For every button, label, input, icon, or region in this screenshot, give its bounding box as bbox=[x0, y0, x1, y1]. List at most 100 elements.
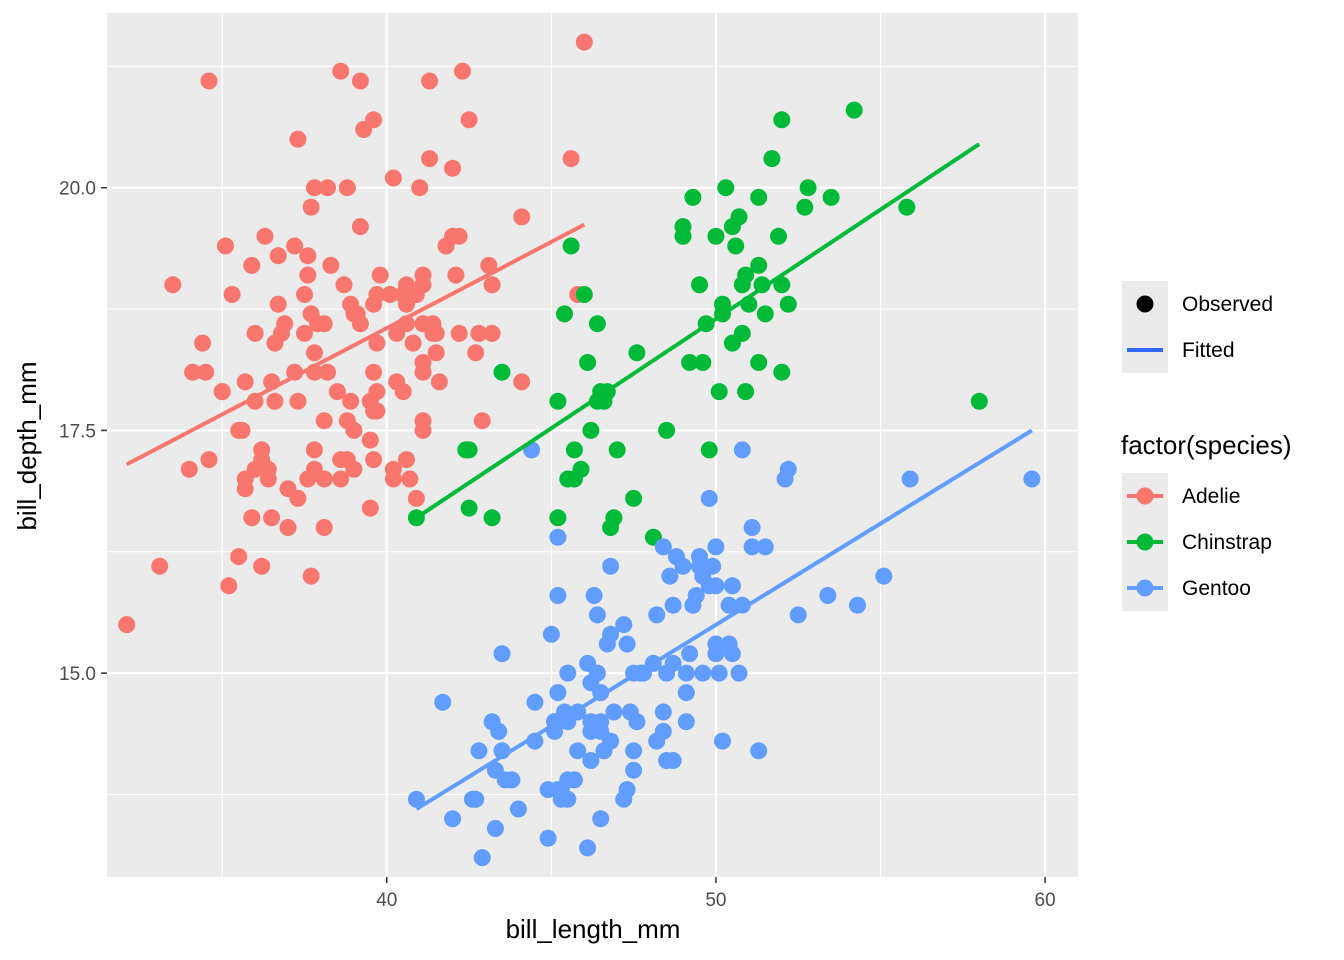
adelie-point bbox=[302, 567, 320, 585]
adelie-point bbox=[319, 363, 336, 381]
gentoo-point bbox=[681, 645, 699, 663]
adelie-point bbox=[407, 489, 425, 507]
adelie-point bbox=[447, 266, 465, 284]
adelie-point bbox=[118, 616, 136, 634]
adelie-point bbox=[332, 470, 350, 488]
adelie-point bbox=[299, 247, 317, 265]
y-tick-label: 17.5 bbox=[59, 421, 96, 442]
gentoo-point bbox=[720, 596, 738, 614]
data-points bbox=[118, 33, 1041, 867]
chinstrap-point bbox=[658, 421, 676, 439]
adelie-point bbox=[473, 412, 491, 430]
panel-background bbox=[107, 13, 1078, 877]
fitted-legend-label: Fitted bbox=[1182, 339, 1235, 362]
gentoo-point bbox=[733, 441, 751, 459]
adelie-point bbox=[444, 159, 462, 177]
adelie-point bbox=[384, 169, 402, 187]
adelie-point bbox=[223, 286, 241, 303]
gentoo-point bbox=[691, 557, 708, 575]
gentoo-point bbox=[658, 752, 676, 769]
chinstrap-point bbox=[565, 441, 583, 459]
adelie-point bbox=[332, 451, 350, 469]
chinstrap-point bbox=[681, 354, 699, 371]
adelie-point bbox=[243, 509, 261, 527]
adelie-point bbox=[315, 412, 333, 430]
adelie-point bbox=[394, 383, 412, 401]
gentoo-point bbox=[592, 810, 610, 828]
gentoo-legend-point-key bbox=[1136, 579, 1154, 597]
chinstrap-point bbox=[579, 354, 597, 371]
adelie-point bbox=[332, 62, 350, 80]
adelie-point bbox=[217, 237, 234, 255]
gentoo-point bbox=[704, 557, 722, 575]
gentoo-point bbox=[654, 722, 672, 740]
gentoo-point bbox=[602, 732, 620, 750]
adelie-point bbox=[305, 344, 323, 362]
gentoo-point bbox=[407, 790, 425, 808]
adelie-point bbox=[467, 344, 485, 362]
chinstrap-point bbox=[750, 354, 768, 371]
adelie-point bbox=[289, 392, 307, 410]
chinstrap-point bbox=[773, 111, 791, 129]
gentoo-point bbox=[694, 664, 712, 682]
x-tick-label: 60 bbox=[1035, 890, 1056, 911]
chinstrap-point bbox=[756, 305, 774, 323]
gentoo-point bbox=[602, 557, 620, 575]
adelie-point bbox=[236, 373, 254, 391]
chinstrap-legend-label: Chinstrap bbox=[1182, 531, 1272, 554]
axes: 40 50 60 15.0 17.5 20.0 bbox=[59, 179, 1056, 911]
color-legend: factor(species) Adelie Chinstrap Gentoo bbox=[1121, 430, 1292, 611]
y-tick-label: 20.0 bbox=[59, 179, 96, 200]
gentoo-point bbox=[819, 587, 837, 604]
chinstrap-point bbox=[493, 363, 511, 381]
gentoo-point bbox=[743, 538, 761, 556]
gentoo-point bbox=[654, 538, 672, 556]
chinstrap-point bbox=[898, 198, 916, 216]
adelie-point bbox=[342, 392, 360, 410]
chinstrap-point bbox=[822, 188, 840, 206]
color-legend-title: factor(species) bbox=[1121, 430, 1292, 460]
gentoo-point bbox=[549, 684, 567, 702]
chinstrap-point bbox=[575, 286, 593, 303]
adelie-point bbox=[233, 421, 251, 439]
gentoo-point bbox=[526, 693, 544, 711]
adelie-point bbox=[246, 324, 264, 342]
chinstrap-point bbox=[483, 509, 501, 527]
gentoo-point bbox=[588, 606, 606, 624]
adelie-point bbox=[361, 499, 379, 517]
adelie-point bbox=[365, 451, 383, 469]
adelie-point bbox=[368, 383, 386, 401]
adelie-fitted-line bbox=[125, 222, 586, 467]
chinstrap-point bbox=[763, 150, 781, 168]
adelie-point bbox=[197, 363, 215, 381]
adelie-point bbox=[269, 247, 287, 265]
gentoo-point bbox=[542, 625, 560, 643]
gentoo-point bbox=[539, 829, 557, 847]
gentoo-point bbox=[625, 742, 643, 760]
gentoo-point bbox=[1023, 470, 1041, 488]
adelie-point bbox=[213, 383, 231, 401]
chinstrap-legend-point-key bbox=[1136, 533, 1154, 551]
gentoo-point bbox=[434, 693, 452, 711]
gentoo-point bbox=[585, 587, 603, 604]
adelie-point bbox=[414, 363, 432, 381]
adelie-point bbox=[384, 460, 402, 478]
gentoo-point bbox=[588, 664, 606, 682]
gentoo-point bbox=[654, 703, 672, 721]
gentoo-point bbox=[661, 567, 679, 585]
adelie-point bbox=[427, 324, 445, 342]
adelie-point bbox=[246, 460, 264, 478]
adelie-point bbox=[421, 150, 439, 168]
gentoo-point bbox=[539, 781, 557, 799]
gentoo-point bbox=[730, 664, 748, 682]
adelie-point bbox=[328, 383, 346, 401]
adelie-point bbox=[430, 373, 448, 391]
observed-legend-label: Observed bbox=[1182, 293, 1273, 316]
gentoo-fitted-line bbox=[415, 428, 1033, 811]
chinstrap-point bbox=[717, 179, 735, 197]
chinstrap-point bbox=[549, 392, 567, 410]
chinstrap-point bbox=[628, 344, 646, 362]
adelie-point bbox=[289, 130, 307, 148]
adelie-point bbox=[289, 489, 307, 507]
adelie-point bbox=[200, 72, 218, 90]
